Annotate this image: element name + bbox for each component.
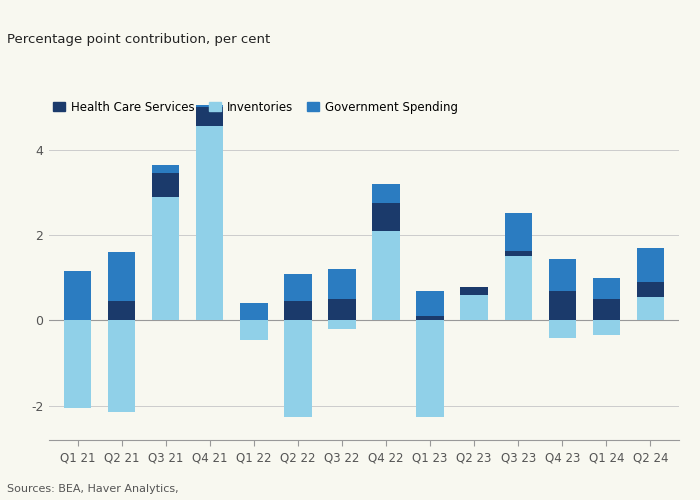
Bar	[240, 304, 267, 320]
Bar	[549, 290, 576, 320]
Bar	[372, 203, 400, 231]
Bar	[284, 302, 312, 320]
Bar	[328, 320, 356, 329]
Bar	[372, 231, 400, 320]
Bar	[461, 287, 488, 295]
Bar	[637, 282, 664, 297]
Bar	[637, 248, 664, 282]
Bar	[64, 272, 91, 320]
Bar	[416, 316, 444, 320]
Bar	[593, 278, 620, 299]
Bar	[505, 213, 532, 252]
Bar	[549, 320, 576, 338]
Bar	[549, 258, 576, 290]
Bar	[196, 126, 223, 320]
Bar	[461, 295, 488, 320]
Bar	[196, 107, 223, 126]
Text: Percentage point contribution, per cent: Percentage point contribution, per cent	[7, 32, 270, 46]
Bar	[593, 320, 620, 336]
Bar	[240, 320, 267, 340]
Bar	[284, 274, 312, 301]
Bar	[416, 320, 444, 416]
Bar	[196, 105, 223, 107]
Bar	[637, 297, 664, 320]
Bar	[416, 290, 444, 316]
Bar	[284, 320, 312, 416]
Bar	[152, 173, 179, 197]
Bar	[328, 270, 356, 299]
Bar	[108, 320, 135, 412]
Bar	[108, 302, 135, 320]
Bar	[372, 184, 400, 203]
Bar	[328, 299, 356, 320]
Bar	[505, 256, 532, 320]
Legend: Health Care Services, Inventories, Government Spending: Health Care Services, Inventories, Gover…	[48, 96, 463, 118]
Bar	[505, 252, 532, 256]
Text: Sources: BEA, Haver Analytics,: Sources: BEA, Haver Analytics,	[7, 484, 178, 494]
Bar	[108, 252, 135, 302]
Bar	[593, 299, 620, 320]
Bar	[152, 164, 179, 173]
Bar	[152, 196, 179, 320]
Bar	[64, 320, 91, 408]
